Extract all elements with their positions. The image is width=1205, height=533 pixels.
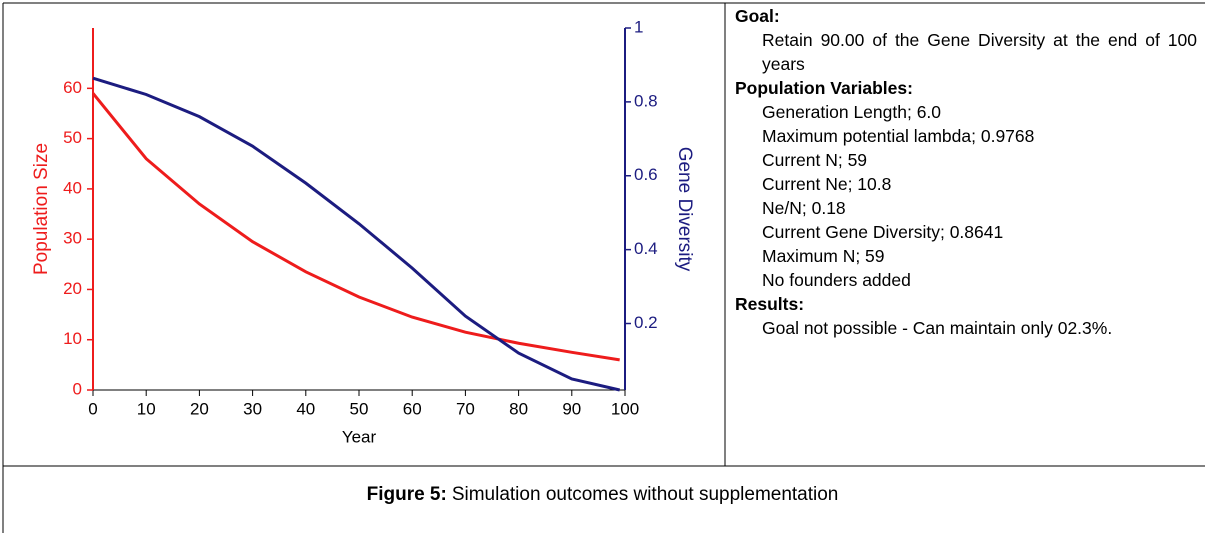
x-tick-label: 50 — [350, 399, 369, 418]
y2-tick-label: 0.6 — [634, 165, 658, 184]
x-tick-label: 80 — [509, 399, 528, 418]
y-axis-label: Population Size — [31, 143, 52, 275]
y2-tick-label: 0.4 — [634, 239, 658, 258]
caption: Figure 5: Simulation outcomes without sup… — [0, 484, 1205, 506]
x-tick-label: 30 — [243, 399, 262, 418]
y-tick-label: 50 — [63, 128, 82, 147]
x-tick-label: 20 — [190, 399, 209, 418]
x-tick-label: 60 — [403, 399, 422, 418]
section-item: Current N; 59 — [762, 150, 868, 170]
section-heading: Results: — [735, 294, 805, 314]
section-item: Ne/N; 0.18 — [762, 198, 846, 218]
x-tick-label: 0 — [88, 399, 97, 418]
section-item: Goal not possible - Can maintain only 02… — [762, 318, 1113, 338]
section-heading: Population Variables: — [735, 78, 913, 98]
section-item: Retain 90.00 of the Gene Diversity at th… — [762, 30, 1197, 74]
series-line — [92, 76, 621, 392]
x-tick-label: 40 — [296, 399, 315, 418]
y2-tick-label: 0.8 — [634, 91, 658, 110]
caption-text: Simulation outcomes without supplementat… — [451, 484, 839, 505]
section-item: No founders added — [762, 270, 911, 290]
section-item: Current Ne; 10.8 — [762, 174, 892, 194]
y-tick-label: 60 — [63, 78, 82, 97]
x-tick-label: 100 — [611, 399, 639, 418]
x-tick-label: 70 — [456, 399, 475, 418]
section-item: Maximum N; 59 — [762, 246, 885, 266]
series-line — [91, 92, 620, 362]
y2-tick-label: 0.2 — [634, 313, 658, 332]
section-heading: Goal: — [735, 6, 780, 26]
y-tick-label: 10 — [63, 329, 82, 348]
section-item: Maximum potential lambda; 0.9768 — [762, 126, 1035, 146]
caption-label: Figure 5: — [366, 484, 447, 505]
section-item: Generation Length; 6.0 — [762, 102, 942, 122]
y-tick-label: 20 — [63, 279, 82, 298]
y-tick-label: 0 — [73, 379, 82, 398]
text-panel: Goal: Retain 90.00 of the Gene Diversity … — [735, 4, 1197, 340]
x-axis-label: Year — [342, 427, 377, 446]
y2-tick-label: 1 — [634, 17, 643, 36]
y-tick-label: 30 — [63, 229, 82, 248]
y-tick-label: 40 — [63, 178, 82, 197]
y2-axis-label: Gene Diversity — [674, 147, 695, 272]
x-tick-label: 10 — [137, 399, 156, 418]
section-item: Current Gene Diversity; 0.8641 — [762, 222, 1004, 242]
x-tick-label: 90 — [562, 399, 581, 418]
